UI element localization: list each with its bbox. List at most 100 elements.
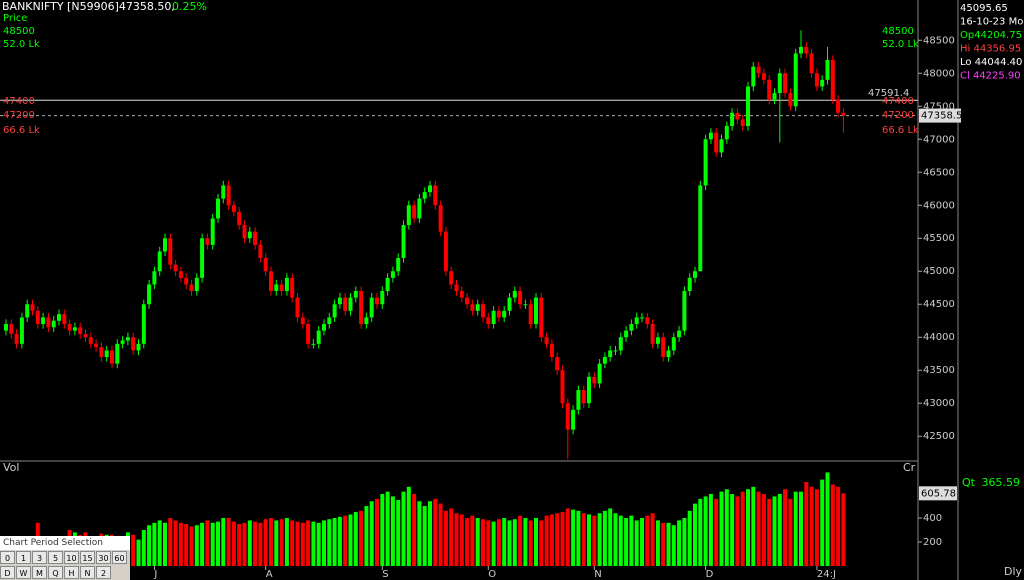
- volume-bar: [412, 494, 417, 566]
- candle-body: [396, 258, 401, 272]
- volume-bar: [449, 508, 454, 566]
- volume-bar: [539, 520, 544, 566]
- candle-body: [110, 350, 114, 364]
- candle-body: [237, 211, 242, 226]
- period-button[interactable]: 5: [48, 551, 63, 564]
- period-button[interactable]: 3: [32, 551, 47, 564]
- volume-bar: [131, 534, 136, 566]
- volume-bar: [216, 521, 220, 566]
- candle-body: [629, 324, 634, 331]
- volume-bar: [290, 520, 295, 566]
- period-button[interactable]: H: [64, 566, 79, 579]
- candle-body: [30, 304, 35, 311]
- candle-body: [602, 357, 607, 364]
- candle-body: [666, 350, 671, 358]
- volume-bar: [390, 496, 395, 566]
- volume-bar: [385, 491, 390, 566]
- candle-body: [390, 271, 395, 278]
- volume-bar: [671, 525, 676, 566]
- candle-body: [284, 277, 289, 292]
- y-tick-label: 43500: [923, 365, 955, 376]
- candle-body: [147, 284, 152, 305]
- volume-bar: [629, 515, 634, 566]
- volume-bar: [300, 522, 305, 566]
- volume-bar: [173, 520, 178, 566]
- volume-bar: [655, 520, 660, 566]
- x-tick-label: S: [382, 569, 388, 580]
- left-label: 47400: [3, 96, 35, 107]
- info-line: Cl 44225.90: [960, 71, 1021, 82]
- candle-body: [78, 327, 83, 334]
- y-tick-label: 47500: [923, 101, 955, 112]
- volume-bar: [279, 519, 284, 566]
- candle-body: [740, 119, 745, 127]
- volume-bar: [640, 518, 644, 566]
- candle-body: [189, 284, 194, 292]
- volume-bar: [337, 516, 342, 566]
- volume-bar: [438, 503, 443, 566]
- period-button[interactable]: D: [0, 566, 15, 579]
- volume-bar: [316, 522, 321, 566]
- candle-body: [41, 317, 46, 325]
- candle-body: [295, 297, 300, 318]
- candle-body: [470, 304, 475, 311]
- x-tick-label: J: [153, 569, 157, 580]
- candle-body: [661, 337, 666, 358]
- volume-bar: [724, 489, 729, 566]
- period-button[interactable]: 1: [16, 551, 31, 564]
- period-button[interactable]: W: [16, 566, 31, 579]
- candle-body: [205, 238, 210, 245]
- candle-body: [449, 271, 454, 285]
- candle-body: [359, 291, 364, 325]
- period-button[interactable]: M: [32, 566, 47, 579]
- candle-body: [814, 73, 819, 87]
- volume-bar: [470, 515, 475, 566]
- candle-body: [25, 304, 30, 318]
- candle-body: [624, 330, 629, 338]
- volume-bar: [613, 513, 618, 566]
- volume-bar: [825, 472, 830, 566]
- candle-body: [640, 317, 644, 319]
- volume-bar: [592, 515, 597, 566]
- candle-body: [703, 139, 708, 186]
- volume-bar: [650, 513, 655, 566]
- volume-bar: [841, 493, 846, 566]
- volume-bar: [380, 494, 385, 566]
- period-button[interactable]: Q: [48, 566, 63, 579]
- panel-title: Chart Period Selection: [0, 536, 130, 550]
- period-button[interactable]: 60: [112, 551, 127, 564]
- candle-body: [163, 238, 167, 252]
- volume-bar: [735, 496, 740, 566]
- vol-label: Vol: [3, 461, 19, 474]
- volume-bar: [777, 494, 782, 566]
- candle-body: [184, 277, 189, 285]
- candle-body: [565, 403, 570, 430]
- volume-bar: [369, 501, 374, 566]
- candle-body: [94, 343, 99, 348]
- period-button[interactable]: 30: [96, 551, 111, 564]
- period-button[interactable]: 15: [80, 551, 95, 564]
- candle-body: [655, 337, 660, 344]
- period-button[interactable]: N: [80, 566, 95, 579]
- y-tick-label: 43000: [923, 398, 955, 409]
- candle-body: [327, 317, 332, 325]
- candle-body: [369, 297, 374, 318]
- period-button[interactable]: 2: [96, 566, 111, 579]
- candle-body: [481, 304, 485, 318]
- volume-bar: [634, 520, 639, 566]
- period-button[interactable]: 0: [0, 551, 15, 564]
- volume-bar: [253, 521, 258, 566]
- volume-bar: [746, 489, 750, 566]
- volume-bar: [454, 513, 459, 566]
- candle-body: [793, 53, 798, 107]
- candle-body: [634, 317, 639, 325]
- candle-body: [592, 376, 597, 384]
- period-button[interactable]: 10: [64, 551, 79, 564]
- volume-bar: [428, 501, 432, 566]
- y-tick-label: 47000: [923, 134, 955, 145]
- volume-bar: [783, 489, 788, 566]
- y-tick-label: 44000: [923, 332, 955, 343]
